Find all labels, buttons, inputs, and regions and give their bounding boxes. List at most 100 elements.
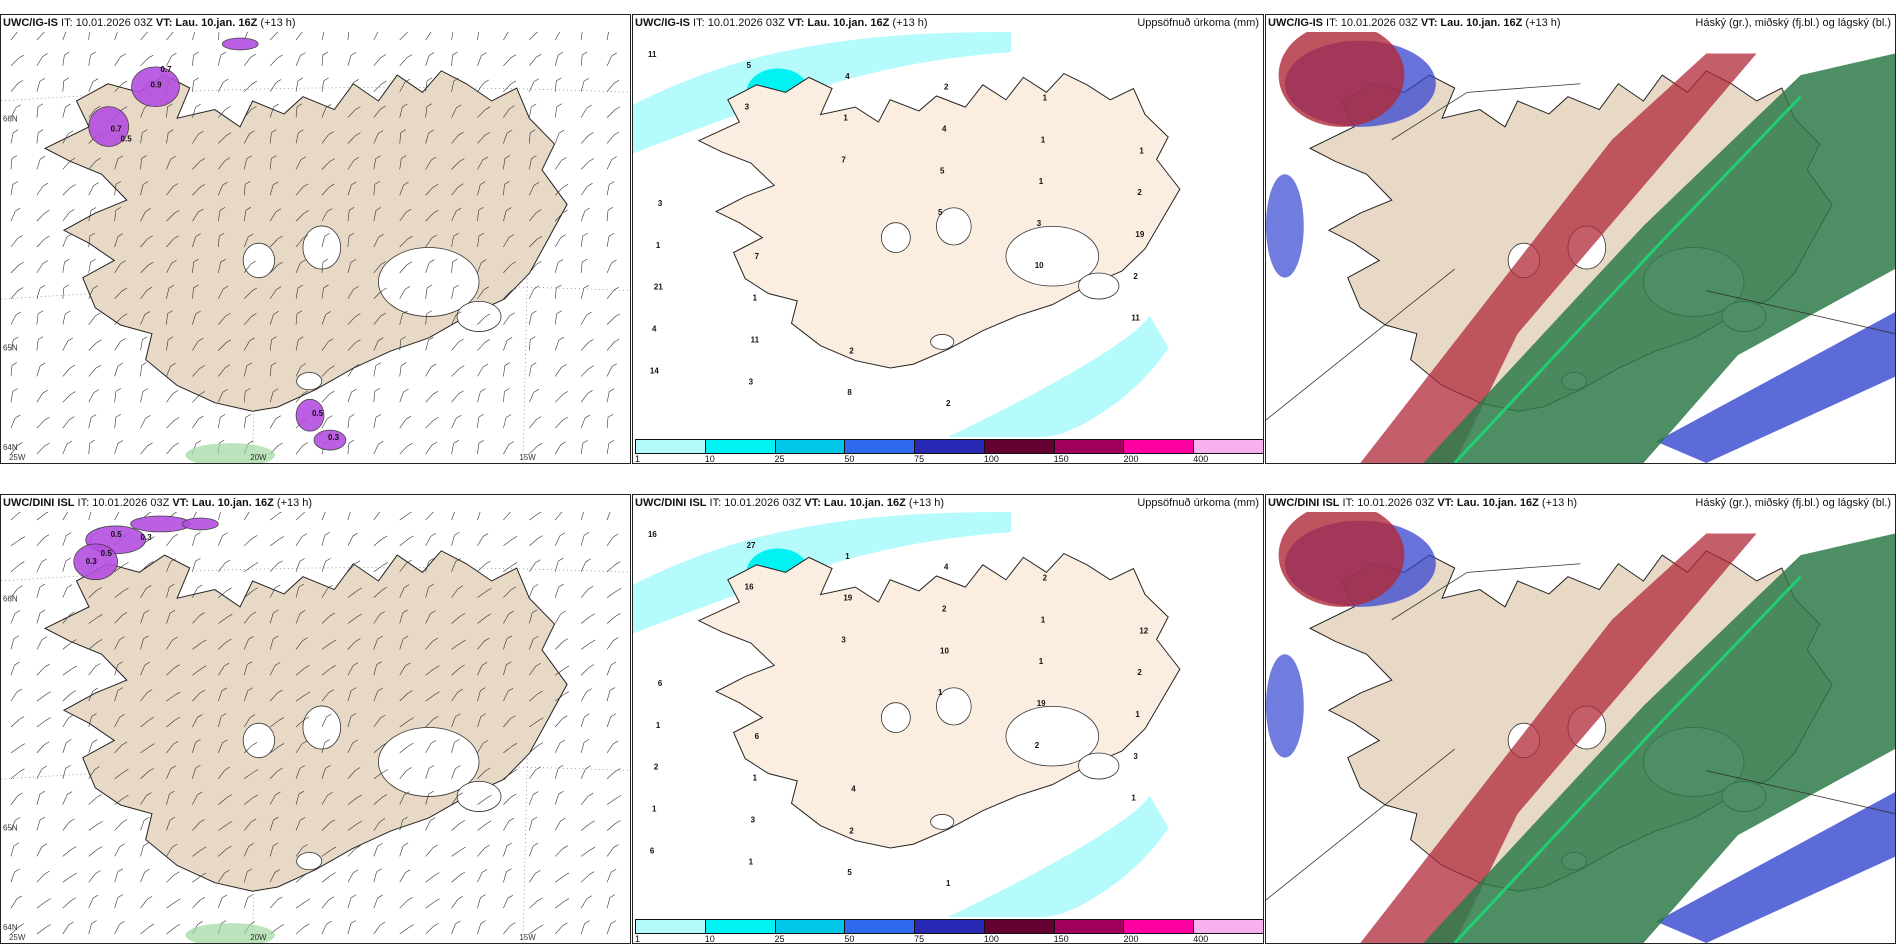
precip-value-label: 1: [1039, 177, 1044, 186]
lead-time: (+13 h): [257, 17, 296, 29]
colorbar-swatch: [1053, 439, 1125, 454]
colorbar-tick-label: 100: [983, 934, 999, 944]
cloud-panel-1: UWC/IG-IS IT: 10.01.2026 03Z VT: Lau. 10…: [1265, 14, 1896, 464]
valid-time: VT: Lau. 10.jan. 16Z: [172, 497, 274, 509]
valid-time: VT: Lau. 10.jan. 16Z: [1420, 17, 1523, 29]
colorbar-tick-label: 25: [774, 454, 785, 464]
cloud-panel-2: UWC/DINI ISL IT: 10.01.2026 03Z VT: Lau.…: [1265, 494, 1896, 944]
lead-time: (+13 h): [889, 17, 928, 29]
precip-value-label: 2: [1035, 741, 1040, 750]
precip-panel-header: UWC/IG-IS IT: 10.01.2026 03Z VT: Lau. 10…: [633, 15, 1263, 32]
precip-value-label: 1: [1139, 146, 1144, 155]
precip-value-label: 2: [1137, 668, 1142, 677]
precip-value-label: 3: [841, 635, 846, 644]
gust-value-label: 0.5: [121, 134, 133, 143]
gust-value-label: 0.5: [111, 530, 123, 539]
model-name: UWC/DINI ISL: [1268, 497, 1340, 509]
precip-value-label: 4: [851, 785, 856, 794]
cloud-title: Háský (gr.), miðský (fj.bl.) og lágský (…: [1695, 495, 1891, 512]
precip-value-label: 11: [751, 335, 760, 344]
colorbar-swatch: [635, 919, 706, 934]
precip-value-label: 11: [648, 50, 657, 59]
gust-value-label: 0.3: [141, 533, 153, 542]
lead-time: (+13 h): [1538, 497, 1578, 509]
gust-value-label: 0.3: [86, 557, 98, 566]
precip-value-label: 2: [1133, 272, 1138, 281]
axis-label: 65N: [3, 344, 18, 353]
init-time: IT: 10.01.2026 03Z: [1339, 497, 1438, 509]
precip-value-label: 6: [755, 732, 760, 741]
gust-value-label: 0.7: [160, 65, 172, 74]
wind-panel-header: UWC/IG-IS IT: 10.01.2026 03Z VT: Lau. 10…: [1, 15, 630, 32]
colorbar-swatch: [1193, 919, 1263, 934]
precip-value-label: 19: [843, 594, 852, 603]
cloud-map: [1266, 32, 1895, 463]
precip-value-label: 27: [747, 541, 756, 550]
precip-panel-header: UWC/DINI ISL IT: 10.01.2026 03Z VT: Lau.…: [633, 495, 1263, 512]
precip-value-label: 14: [650, 366, 659, 375]
precip-value-label: 2: [942, 605, 947, 614]
precip-value-label: 1: [1043, 94, 1048, 103]
gust-value-label: 0.7: [111, 125, 123, 134]
model-name: UWC/DINI ISL: [635, 497, 707, 509]
precip-value-label: 5: [847, 868, 852, 877]
precip-value-label: 2: [654, 763, 659, 772]
model-name: UWC/DINI ISL: [3, 497, 75, 509]
gust-value-label: 0.5: [312, 409, 324, 418]
precip-value-label: 1: [1039, 657, 1044, 666]
precip-map: 16 16 3 1 2 1 6 27 19 10 19 3 1 1 1 2 1 1 2 3 5 4 1 2 1 1 2 1 2 12 6 6 4: [633, 512, 1263, 917]
precip-value-label: 2: [944, 83, 949, 92]
axis-label: 66N: [3, 115, 18, 124]
colorbar-swatch: [844, 919, 916, 934]
colorbar-tick-label: 1: [635, 454, 641, 464]
lead-time: (+13 h): [273, 497, 313, 509]
colorbar-tick-label: 1: [635, 934, 641, 944]
valid-time: VT: Lau. 10.jan. 16Z: [1437, 497, 1539, 509]
colorbar-swatch: [914, 439, 985, 454]
precip-value-label: 10: [1035, 261, 1044, 270]
lead-time: (+13 h): [1522, 17, 1561, 29]
colorbar-tick-label: 200: [1123, 454, 1139, 464]
colorbar-tick-label: 400: [1193, 454, 1209, 464]
precip-value-label: 2: [849, 346, 854, 355]
colorbar-swatch: [1053, 919, 1125, 934]
axis-label: 20W: [250, 453, 267, 462]
precip-value-label: 19: [1037, 699, 1046, 708]
colorbar-tick-label: 10: [704, 454, 715, 464]
precip-value-label: 16: [745, 583, 754, 592]
precip-value-label: 1: [843, 114, 848, 123]
colorbar-tick-label: 50: [844, 454, 855, 464]
gust-value-label: 0.9: [151, 81, 163, 90]
colorbar-swatch: [704, 919, 776, 934]
init-time: IT: 10.01.2026 03Z: [58, 17, 156, 29]
precip-value-label: 6: [650, 846, 655, 855]
precip-value-label: 4: [944, 563, 949, 572]
precip-value-label: 2: [1137, 188, 1142, 197]
precip-value-label: 12: [1139, 626, 1148, 635]
precip-value-label: 21: [654, 283, 663, 292]
precip-value-label: 1: [946, 879, 951, 888]
colorbar-swatch: [774, 439, 846, 454]
valid-time: VT: Lau. 10.jan. 16Z: [155, 17, 258, 29]
gust-value-label: 0.5: [101, 549, 113, 558]
colorbar-tick-label: 200: [1123, 934, 1139, 944]
axis-label: 65N: [3, 824, 18, 833]
colorbar-tick-label: 100: [983, 454, 999, 464]
cloud-map: [1266, 512, 1895, 943]
valid-time: VT: Lau. 10.jan. 16Z: [804, 497, 906, 509]
precip-value-label: 6: [658, 679, 663, 688]
init-time: IT: 10.01.2026 03Z: [74, 497, 173, 509]
gust-value-label: 0.3: [328, 433, 340, 442]
colorbar-swatch: [914, 919, 985, 934]
precip-value-label: 7: [755, 252, 760, 261]
wind-map: 0.5 0.5 0.3 0.3 66N 65N 64N 25W 20W 15W: [1, 512, 630, 943]
axis-label: 66N: [3, 595, 18, 604]
precip-value-label: 8: [847, 388, 852, 397]
wind-panel-1: UWC/IG-IS IT: 10.01.2026 03Z VT: Lau. 10…: [0, 14, 631, 464]
colorbar-tick-label: 400: [1193, 934, 1209, 944]
colorbar-tick-label: 75: [914, 934, 925, 944]
init-time: IT: 10.01.2026 03Z: [706, 497, 805, 509]
precip-value-label: 5: [938, 208, 943, 217]
precip-value-label: 11: [1131, 314, 1140, 323]
axis-label: 25W: [9, 453, 26, 462]
